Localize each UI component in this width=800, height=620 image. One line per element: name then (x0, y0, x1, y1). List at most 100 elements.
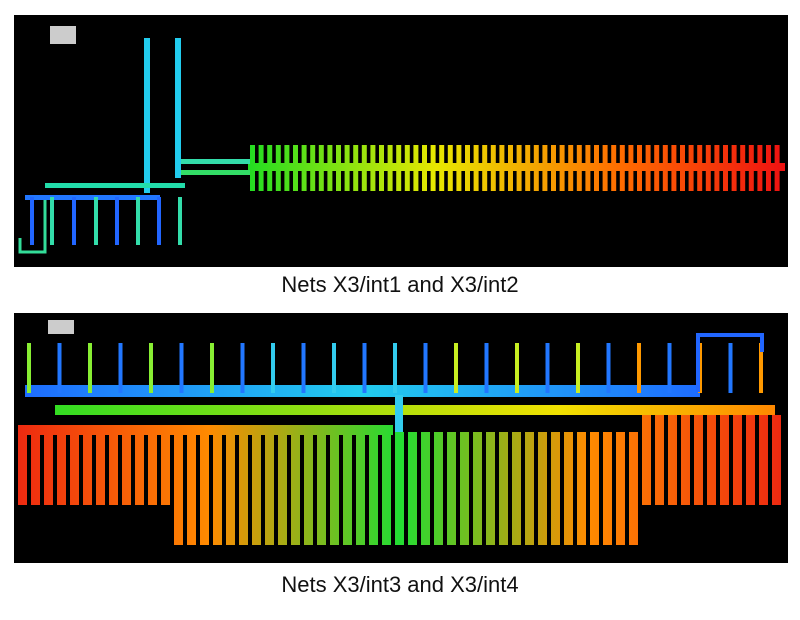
comb-finger (327, 145, 333, 191)
comb-finger (456, 145, 462, 191)
comb-finger (680, 145, 685, 191)
comb-finger (568, 145, 574, 191)
comb-finger (723, 145, 728, 191)
comb-finger (662, 145, 668, 191)
stub (27, 343, 31, 393)
finger (291, 432, 300, 545)
comb-finger (473, 145, 479, 191)
stub (484, 343, 489, 393)
stub (88, 343, 92, 393)
comb-finger (594, 145, 599, 191)
finger (395, 432, 404, 545)
finger (57, 432, 66, 505)
bus (18, 425, 393, 435)
comb-finger (490, 145, 496, 191)
comb-finger (387, 145, 393, 191)
stub (393, 343, 397, 393)
comb-finger (310, 145, 316, 191)
comb-finger (533, 145, 539, 191)
comb-finger (619, 145, 625, 191)
stub (118, 343, 123, 393)
stub (759, 343, 763, 393)
comb-finger (379, 145, 384, 191)
comb-finger (258, 145, 264, 191)
comb-finger (404, 145, 410, 191)
panel-1 (14, 15, 788, 267)
wire (175, 38, 181, 178)
comb-finger (559, 145, 565, 191)
finger (330, 432, 339, 545)
comb-finger (318, 145, 324, 191)
finger (564, 432, 573, 545)
comb-finger (740, 145, 746, 191)
wire (696, 333, 764, 392)
finger (577, 432, 586, 545)
finger (408, 432, 417, 545)
comb-finger (671, 145, 677, 191)
finger (655, 415, 664, 505)
finger (135, 432, 144, 505)
comb-finger (611, 145, 617, 191)
comb-finger (396, 145, 402, 191)
finger (590, 432, 599, 545)
stub (576, 343, 580, 393)
comb-finger (705, 145, 711, 191)
layout-net-2 (18, 320, 781, 545)
finger (512, 432, 521, 545)
comb-finger (654, 145, 660, 191)
finger (759, 415, 768, 505)
comb-finger (430, 145, 436, 191)
comb-finger (370, 145, 376, 191)
caption: Nets X3/int1 and X3/int2 (281, 272, 518, 297)
finger (629, 432, 638, 545)
finger (473, 432, 482, 545)
comb-finger (748, 145, 754, 191)
finger (200, 432, 209, 545)
finger (109, 432, 118, 505)
finger (733, 415, 742, 505)
comb-finger (465, 145, 470, 191)
comb-finger (275, 145, 281, 191)
stub (667, 343, 672, 393)
finger (252, 432, 261, 545)
legend-box (50, 26, 76, 44)
finger (187, 432, 196, 545)
finger (642, 415, 651, 505)
comb-finger (499, 145, 505, 191)
comb-finger (542, 145, 548, 191)
comb-finger (250, 145, 255, 191)
comb-finger (645, 145, 651, 191)
finger (304, 432, 313, 545)
drop (178, 197, 182, 245)
finger (434, 432, 443, 545)
comb-finger (422, 145, 427, 191)
finger (694, 415, 703, 505)
finger (421, 432, 430, 545)
stub (637, 343, 641, 393)
finger (265, 432, 274, 545)
finger (213, 432, 222, 545)
drop (72, 197, 76, 245)
comb-finger (301, 145, 307, 191)
finger (31, 432, 40, 505)
stub (332, 343, 336, 393)
stub (728, 343, 733, 393)
stub (149, 343, 153, 393)
comb-finger (731, 145, 737, 191)
wire (178, 170, 250, 175)
comb-finger (551, 145, 556, 191)
drop (50, 197, 54, 245)
bottom-fingers (18, 415, 781, 545)
finger (551, 432, 560, 545)
comb-finger (516, 145, 522, 191)
finger (460, 432, 469, 545)
bus (55, 405, 775, 415)
finger (96, 432, 105, 505)
finger (538, 432, 547, 545)
comb-finger (344, 145, 350, 191)
comb-finger (413, 145, 419, 191)
layout-net-1 (18, 26, 785, 254)
drop (157, 197, 161, 245)
finger (668, 415, 677, 505)
comb-finger (439, 145, 445, 191)
